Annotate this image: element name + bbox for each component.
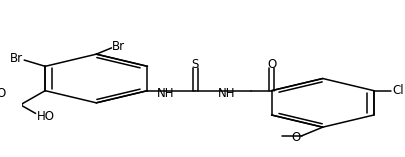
Text: NH: NH — [218, 87, 235, 100]
Text: Cl: Cl — [392, 84, 403, 97]
Text: HO: HO — [36, 110, 54, 123]
Text: Br: Br — [10, 52, 23, 65]
Text: O: O — [290, 131, 300, 144]
Text: O: O — [0, 87, 6, 100]
Text: Br: Br — [112, 40, 125, 53]
Text: O: O — [266, 58, 275, 71]
Text: NH: NH — [157, 87, 174, 100]
Text: S: S — [191, 58, 198, 71]
